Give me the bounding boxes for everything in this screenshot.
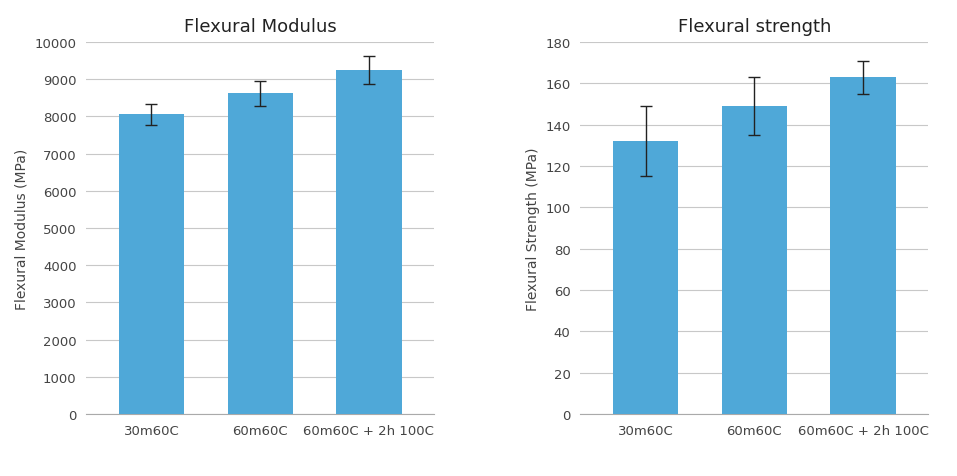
Bar [336, 71, 402, 414]
Bar [228, 94, 293, 414]
Bar [831, 78, 896, 414]
Title: Flexural Modulus: Flexural Modulus [184, 18, 337, 36]
Bar [612, 142, 679, 414]
Title: Flexural strength: Flexural strength [678, 18, 831, 36]
Bar [119, 115, 184, 414]
Bar [722, 107, 787, 414]
Y-axis label: Flexural Modulus (MPa): Flexural Modulus (MPa) [15, 148, 29, 309]
Y-axis label: Flexural Strength (MPa): Flexural Strength (MPa) [525, 147, 540, 310]
